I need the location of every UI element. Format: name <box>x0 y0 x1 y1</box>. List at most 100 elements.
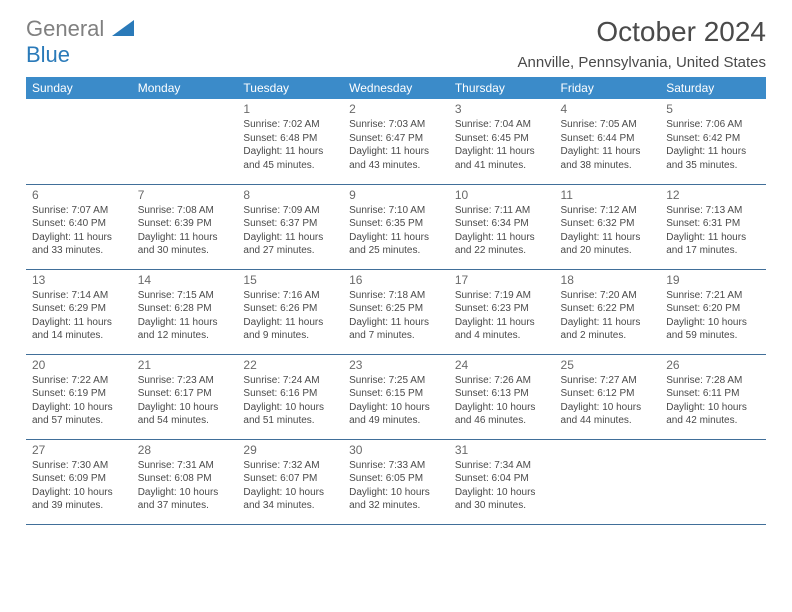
day-details: Sunrise: 7:33 AMSunset: 6:05 PMDaylight:… <box>349 459 443 513</box>
calendar-cell: 20Sunrise: 7:22 AMSunset: 6:19 PMDayligh… <box>26 354 132 439</box>
calendar-cell: 12Sunrise: 7:13 AMSunset: 6:31 PMDayligh… <box>660 184 766 269</box>
day-number: 11 <box>561 188 655 202</box>
logo-word-2: Blue <box>26 42 70 67</box>
day-number: 4 <box>561 102 655 116</box>
calendar-cell: 23 Sunrise: 7:25 AMSunset: 6:15 PMDayligh… <box>343 354 449 439</box>
day-details: Sunrise: 7:30 AMSunset: 6:09 PMDaylight:… <box>32 459 126 513</box>
day-number: 7 <box>138 188 232 202</box>
day-number: 5 <box>666 102 760 116</box>
calendar-row: 6Sunrise: 7:07 AMSunset: 6:40 PMDaylight… <box>26 184 766 269</box>
day-number: 12 <box>666 188 760 202</box>
calendar-cell: 18 Sunrise: 7:20 AMSunset: 6:22 PMDayligh… <box>555 269 661 354</box>
day-details: Sunrise: 7:02 AMSunset: 6:48 PMDaylight:… <box>243 118 337 172</box>
calendar-cell: 29 Sunrise: 7:32 AMSunset: 6:07 PMDayligh… <box>237 439 343 524</box>
logo-word-1: General <box>26 16 104 41</box>
calendar-cell: 25Sunrise: 7:27 AMSunset: 6:12 PMDayligh… <box>555 354 661 439</box>
calendar-cell: 10Sunrise: 7:11 AMSunset: 6:34 PMDayligh… <box>449 184 555 269</box>
day-number: 16 <box>349 273 443 287</box>
calendar-cell: 24Sunrise: 7:26 AMSunset: 6:13 PMDayligh… <box>449 354 555 439</box>
calendar-cell: 9 Sunrise: 7:10 AMSunset: 6:35 PMDaylight… <box>343 184 449 269</box>
weekday-header: Tuesday <box>237 77 343 99</box>
calendar-cell <box>132 99 238 184</box>
day-details: Sunrise: 7:07 AMSunset: 6:40 PMDaylight:… <box>32 204 126 258</box>
calendar-cell: 15Sunrise: 7:16 AMSunset: 6:26 PMDayligh… <box>237 269 343 354</box>
day-details: Sunrise: 7:28 AMSunset: 6:11 PMDaylight:… <box>666 374 760 428</box>
day-details: Sunrise: 7:18 AMSunset: 6:25 PMDaylight:… <box>349 289 443 343</box>
day-number: 23 <box>349 358 443 372</box>
day-number: 30 <box>349 443 443 457</box>
weekday-header: Friday <box>555 77 661 99</box>
day-number: 20 <box>32 358 126 372</box>
logo-triangle-icon <box>112 16 134 42</box>
calendar-cell: 14 Sunrise: 7:15 AMSunset: 6:28 PMDayligh… <box>132 269 238 354</box>
weekday-header: Wednesday <box>343 77 449 99</box>
day-number: 29 <box>243 443 337 457</box>
day-details: Sunrise: 7:32 AMSunset: 6:07 PMDaylight:… <box>243 459 337 513</box>
day-number: 31 <box>455 443 549 457</box>
day-details: Sunrise: 7:14 AMSunset: 6:29 PMDaylight:… <box>32 289 126 343</box>
header: General Blue October 2024 Annville, Penn… <box>26 16 766 71</box>
day-number: 3 <box>455 102 549 116</box>
calendar-cell <box>660 439 766 524</box>
calendar-row: 20Sunrise: 7:22 AMSunset: 6:19 PMDayligh… <box>26 354 766 439</box>
location: Annville, Pennsylvania, United States <box>518 54 766 71</box>
calendar-cell: 17 Sunrise: 7:19 AMSunset: 6:23 PMDayligh… <box>449 269 555 354</box>
day-details: Sunrise: 7:10 AMSunset: 6:35 PMDaylight:… <box>349 204 443 258</box>
calendar-cell: 21 Sunrise: 7:23 AMSunset: 6:17 PMDayligh… <box>132 354 238 439</box>
calendar-cell: 16 Sunrise: 7:18 AMSunset: 6:25 PMDayligh… <box>343 269 449 354</box>
day-details: Sunrise: 7:31 AMSunset: 6:08 PMDaylight:… <box>138 459 232 513</box>
calendar-cell <box>555 439 661 524</box>
calendar-cell: 31 Sunrise: 7:34 AMSunset: 6:04 PMDayligh… <box>449 439 555 524</box>
day-number: 14 <box>138 273 232 287</box>
calendar-cell: 22Sunrise: 7:24 AMSunset: 6:16 PMDayligh… <box>237 354 343 439</box>
weekday-header: Saturday <box>660 77 766 99</box>
day-details: Sunrise: 7:03 AMSunset: 6:47 PMDaylight:… <box>349 118 443 172</box>
day-details: Sunrise: 7:25 AMSunset: 6:15 PMDaylight:… <box>349 374 443 428</box>
calendar-cell: 8 Sunrise: 7:09 AMSunset: 6:37 PMDaylight… <box>237 184 343 269</box>
day-number: 18 <box>561 273 655 287</box>
calendar-cell: 11 Sunrise: 7:12 AMSunset: 6:32 PMDayligh… <box>555 184 661 269</box>
day-details: Sunrise: 7:08 AMSunset: 6:39 PMDaylight:… <box>138 204 232 258</box>
day-number: 17 <box>455 273 549 287</box>
day-details: Sunrise: 7:19 AMSunset: 6:23 PMDaylight:… <box>455 289 549 343</box>
day-number: 28 <box>138 443 232 457</box>
calendar-row: 13 Sunrise: 7:14 AMSunset: 6:29 PMDayligh… <box>26 269 766 354</box>
day-details: Sunrise: 7:04 AMSunset: 6:45 PMDaylight:… <box>455 118 549 172</box>
day-details: Sunrise: 7:34 AMSunset: 6:04 PMDaylight:… <box>455 459 549 513</box>
day-details: Sunrise: 7:15 AMSunset: 6:28 PMDaylight:… <box>138 289 232 343</box>
day-details: Sunrise: 7:12 AMSunset: 6:32 PMDaylight:… <box>561 204 655 258</box>
calendar-cell <box>26 99 132 184</box>
day-details: Sunrise: 7:20 AMSunset: 6:22 PMDaylight:… <box>561 289 655 343</box>
day-number: 26 <box>666 358 760 372</box>
day-number: 15 <box>243 273 337 287</box>
day-details: Sunrise: 7:26 AMSunset: 6:13 PMDaylight:… <box>455 374 549 428</box>
logo: General Blue <box>26 16 134 68</box>
calendar-cell: 30 Sunrise: 7:33 AMSunset: 6:05 PMDayligh… <box>343 439 449 524</box>
day-details: Sunrise: 7:09 AMSunset: 6:37 PMDaylight:… <box>243 204 337 258</box>
day-number: 2 <box>349 102 443 116</box>
day-number: 25 <box>561 358 655 372</box>
day-number: 8 <box>243 188 337 202</box>
weekday-header-row: Sunday Monday Tuesday Wednesday Thursday… <box>26 77 766 99</box>
day-number: 27 <box>32 443 126 457</box>
title-block: October 2024 Annville, Pennsylvania, Uni… <box>518 16 766 71</box>
calendar-cell: 7 Sunrise: 7:08 AMSunset: 6:39 PMDaylight… <box>132 184 238 269</box>
calendar-row: 27 Sunrise: 7:30 AMSunset: 6:09 PMDayligh… <box>26 439 766 524</box>
calendar-cell: 1 Sunrise: 7:02 AMSunset: 6:48 PMDaylight… <box>237 99 343 184</box>
calendar-table: Sunday Monday Tuesday Wednesday Thursday… <box>26 77 766 525</box>
calendar-cell: 5Sunrise: 7:06 AMSunset: 6:42 PMDaylight… <box>660 99 766 184</box>
calendar-cell: 13 Sunrise: 7:14 AMSunset: 6:29 PMDayligh… <box>26 269 132 354</box>
day-number: 21 <box>138 358 232 372</box>
day-number: 13 <box>32 273 126 287</box>
day-details: Sunrise: 7:05 AMSunset: 6:44 PMDaylight:… <box>561 118 655 172</box>
month-title: October 2024 <box>518 16 766 48</box>
day-number: 9 <box>349 188 443 202</box>
day-number: 22 <box>243 358 337 372</box>
day-number: 1 <box>243 102 337 116</box>
calendar-cell: 4 Sunrise: 7:05 AMSunset: 6:44 PMDaylight… <box>555 99 661 184</box>
day-details: Sunrise: 7:21 AMSunset: 6:20 PMDaylight:… <box>666 289 760 343</box>
day-details: Sunrise: 7:23 AMSunset: 6:17 PMDaylight:… <box>138 374 232 428</box>
calendar-cell: 6Sunrise: 7:07 AMSunset: 6:40 PMDaylight… <box>26 184 132 269</box>
day-details: Sunrise: 7:11 AMSunset: 6:34 PMDaylight:… <box>455 204 549 258</box>
calendar-cell: 28 Sunrise: 7:31 AMSunset: 6:08 PMDayligh… <box>132 439 238 524</box>
